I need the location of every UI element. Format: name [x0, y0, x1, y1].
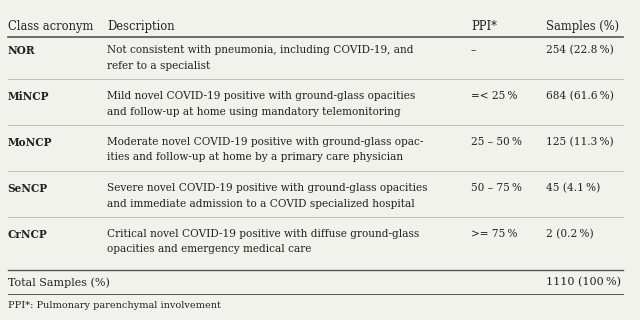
Text: 1110 (100 %): 1110 (100 %) — [546, 277, 621, 288]
Text: Class acronym: Class acronym — [8, 20, 93, 33]
Text: refer to a specialist: refer to a specialist — [107, 61, 210, 71]
Text: Not consistent with pneumonia, including COVID-19, and: Not consistent with pneumonia, including… — [107, 45, 413, 55]
Text: 50 – 75 %: 50 – 75 % — [471, 183, 522, 193]
Text: opacities and emergency medical care: opacities and emergency medical care — [107, 244, 311, 254]
Text: 125 (11.3 %): 125 (11.3 %) — [546, 137, 614, 147]
Text: CrNCP: CrNCP — [8, 228, 47, 239]
Text: Mild novel COVID-19 positive with ground-glass opacities: Mild novel COVID-19 positive with ground… — [107, 91, 415, 101]
Text: 25 – 50 %: 25 – 50 % — [471, 137, 522, 147]
Text: >= 75 %: >= 75 % — [471, 228, 517, 238]
Text: and follow-up at home using mandatory telemonitoring: and follow-up at home using mandatory te… — [107, 107, 401, 117]
Text: 45 (4.1 %): 45 (4.1 %) — [546, 183, 600, 193]
Text: 684 (61.6 %): 684 (61.6 %) — [546, 91, 614, 101]
Text: Severe novel COVID-19 positive with ground-glass opacities: Severe novel COVID-19 positive with grou… — [107, 183, 428, 193]
Text: Critical novel COVID-19 positive with diffuse ground-glass: Critical novel COVID-19 positive with di… — [107, 228, 419, 238]
Text: NOR: NOR — [8, 45, 35, 56]
Text: Total Samples (%): Total Samples (%) — [8, 277, 109, 288]
Text: 254 (22.8 %): 254 (22.8 %) — [546, 45, 614, 55]
Text: PPI*: Pulmonary parenchymal involvement: PPI*: Pulmonary parenchymal involvement — [8, 301, 221, 310]
Text: SeNCP: SeNCP — [8, 183, 48, 194]
Text: MiNCP: MiNCP — [8, 91, 49, 102]
Text: =< 25 %: =< 25 % — [471, 91, 517, 101]
Text: Samples (%): Samples (%) — [546, 20, 620, 33]
Text: PPI*: PPI* — [471, 20, 497, 33]
Text: 2 (0.2 %): 2 (0.2 %) — [546, 228, 594, 239]
Text: ities and follow-up at home by a primary care physician: ities and follow-up at home by a primary… — [107, 152, 403, 162]
Text: MoNCP: MoNCP — [8, 137, 52, 148]
Text: –: – — [471, 45, 476, 55]
Text: Description: Description — [107, 20, 175, 33]
Text: Moderate novel COVID-19 positive with ground-glass opac-: Moderate novel COVID-19 positive with gr… — [107, 137, 423, 147]
Text: and immediate admission to a COVID specialized hospital: and immediate admission to a COVID speci… — [107, 199, 415, 209]
